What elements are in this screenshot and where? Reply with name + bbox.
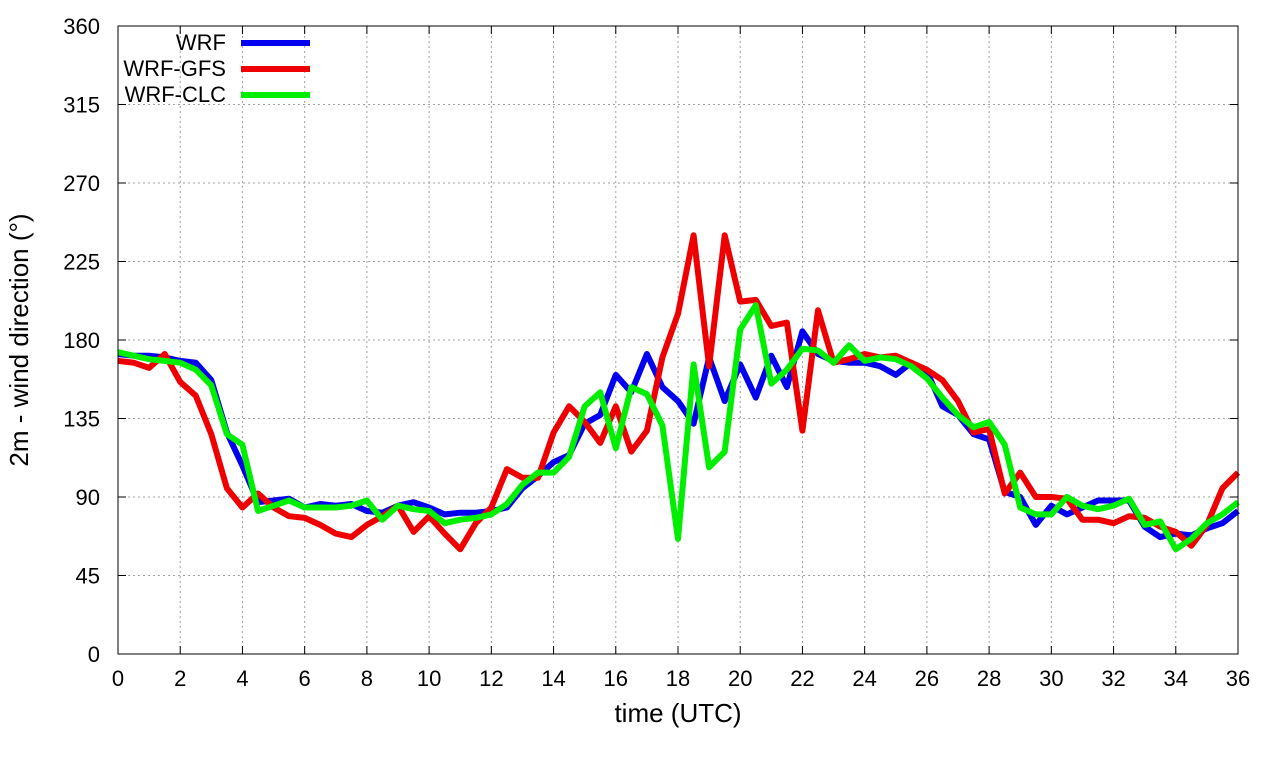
y-tick-label: 0 [88,642,100,667]
series-line-wrf-clc [117,302,1240,553]
legend-label-wrf-clc: WRF-CLC [125,82,227,107]
x-tick-label: 14 [541,666,565,691]
x-tick-label: 2 [174,666,186,691]
x-tick-label: 18 [666,666,690,691]
x-tick-label: 26 [915,666,939,691]
x-tick-label: 32 [1101,666,1125,691]
x-tick-label: 8 [361,666,373,691]
y-tick-label: 315 [63,93,100,118]
x-tick-label: 0 [112,666,124,691]
x-tick-label: 4 [236,666,248,691]
y-tick-label: 360 [63,14,100,39]
x-tick-label: 28 [977,666,1001,691]
y-tick-label: 225 [63,250,100,275]
ticks: 0 2 4 6 8 10 12 14 16 18 20 22 24 26 28 30 32 34 360459013… [63,14,1250,691]
legend-label-wrf-gfs: WRF-GFS [123,56,226,81]
legend-label-wrf: WRF [176,30,226,55]
y-axis-label: 2m - wind direction (°) [4,213,34,466]
y-tick-label: 135 [63,407,100,432]
grid [118,26,1238,654]
x-tick-label: 12 [479,666,503,691]
x-tick-label: 16 [604,666,628,691]
x-axis-label: time (UTC) [614,698,741,728]
x-tick-label: 10 [417,666,441,691]
x-tick-label: 34 [1164,666,1188,691]
y-tick-label: 45 [76,564,100,589]
y-tick-label: 90 [76,485,100,510]
y-tick-label: 270 [63,171,100,196]
series-layer [117,232,1241,553]
x-tick-label: 30 [1039,666,1063,691]
x-tick-label: 6 [299,666,311,691]
x-tick-label: 22 [790,666,814,691]
x-tick-label: 24 [852,666,876,691]
x-tick-label: 36 [1226,666,1250,691]
x-tick-label: 20 [728,666,752,691]
series-line-wrf-gfs [117,232,1241,553]
y-tick-label: 180 [63,328,100,353]
